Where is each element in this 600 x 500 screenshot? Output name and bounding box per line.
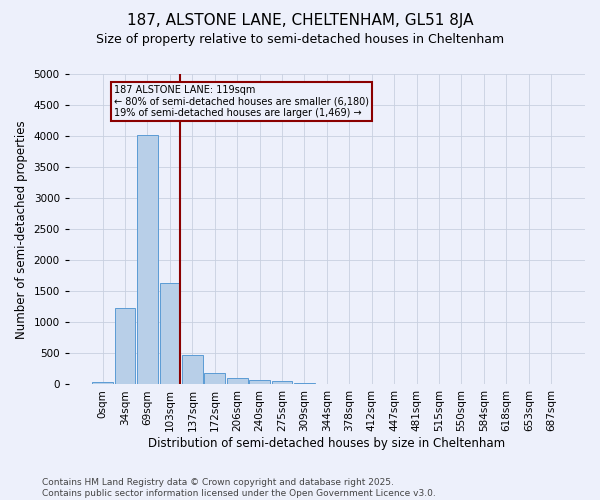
Bar (227, 378, 248, 384)
Bar (160, 283, 180, 384)
Bar (115, 308, 136, 384)
Bar (137, 135, 158, 384)
Bar (205, 372, 225, 384)
Text: Contains HM Land Registry data © Crown copyright and database right 2025.
Contai: Contains HM Land Registry data © Crown c… (42, 478, 436, 498)
X-axis label: Distribution of semi-detached houses by size in Cheltenham: Distribution of semi-detached houses by … (148, 437, 505, 450)
Bar (92, 382, 113, 384)
Bar (250, 380, 270, 384)
Text: 187, ALSTONE LANE, CHELTENHAM, GL51 8JA: 187, ALSTONE LANE, CHELTENHAM, GL51 8JA (127, 12, 473, 28)
Bar (272, 381, 292, 384)
Text: Size of property relative to semi-detached houses in Cheltenham: Size of property relative to semi-detach… (96, 32, 504, 46)
Bar (182, 354, 203, 384)
Y-axis label: Number of semi-detached properties: Number of semi-detached properties (15, 120, 28, 338)
Text: 187 ALSTONE LANE: 119sqm
← 80% of semi-detached houses are smaller (6,180)
19% o: 187 ALSTONE LANE: 119sqm ← 80% of semi-d… (114, 85, 369, 118)
Bar (294, 382, 315, 384)
